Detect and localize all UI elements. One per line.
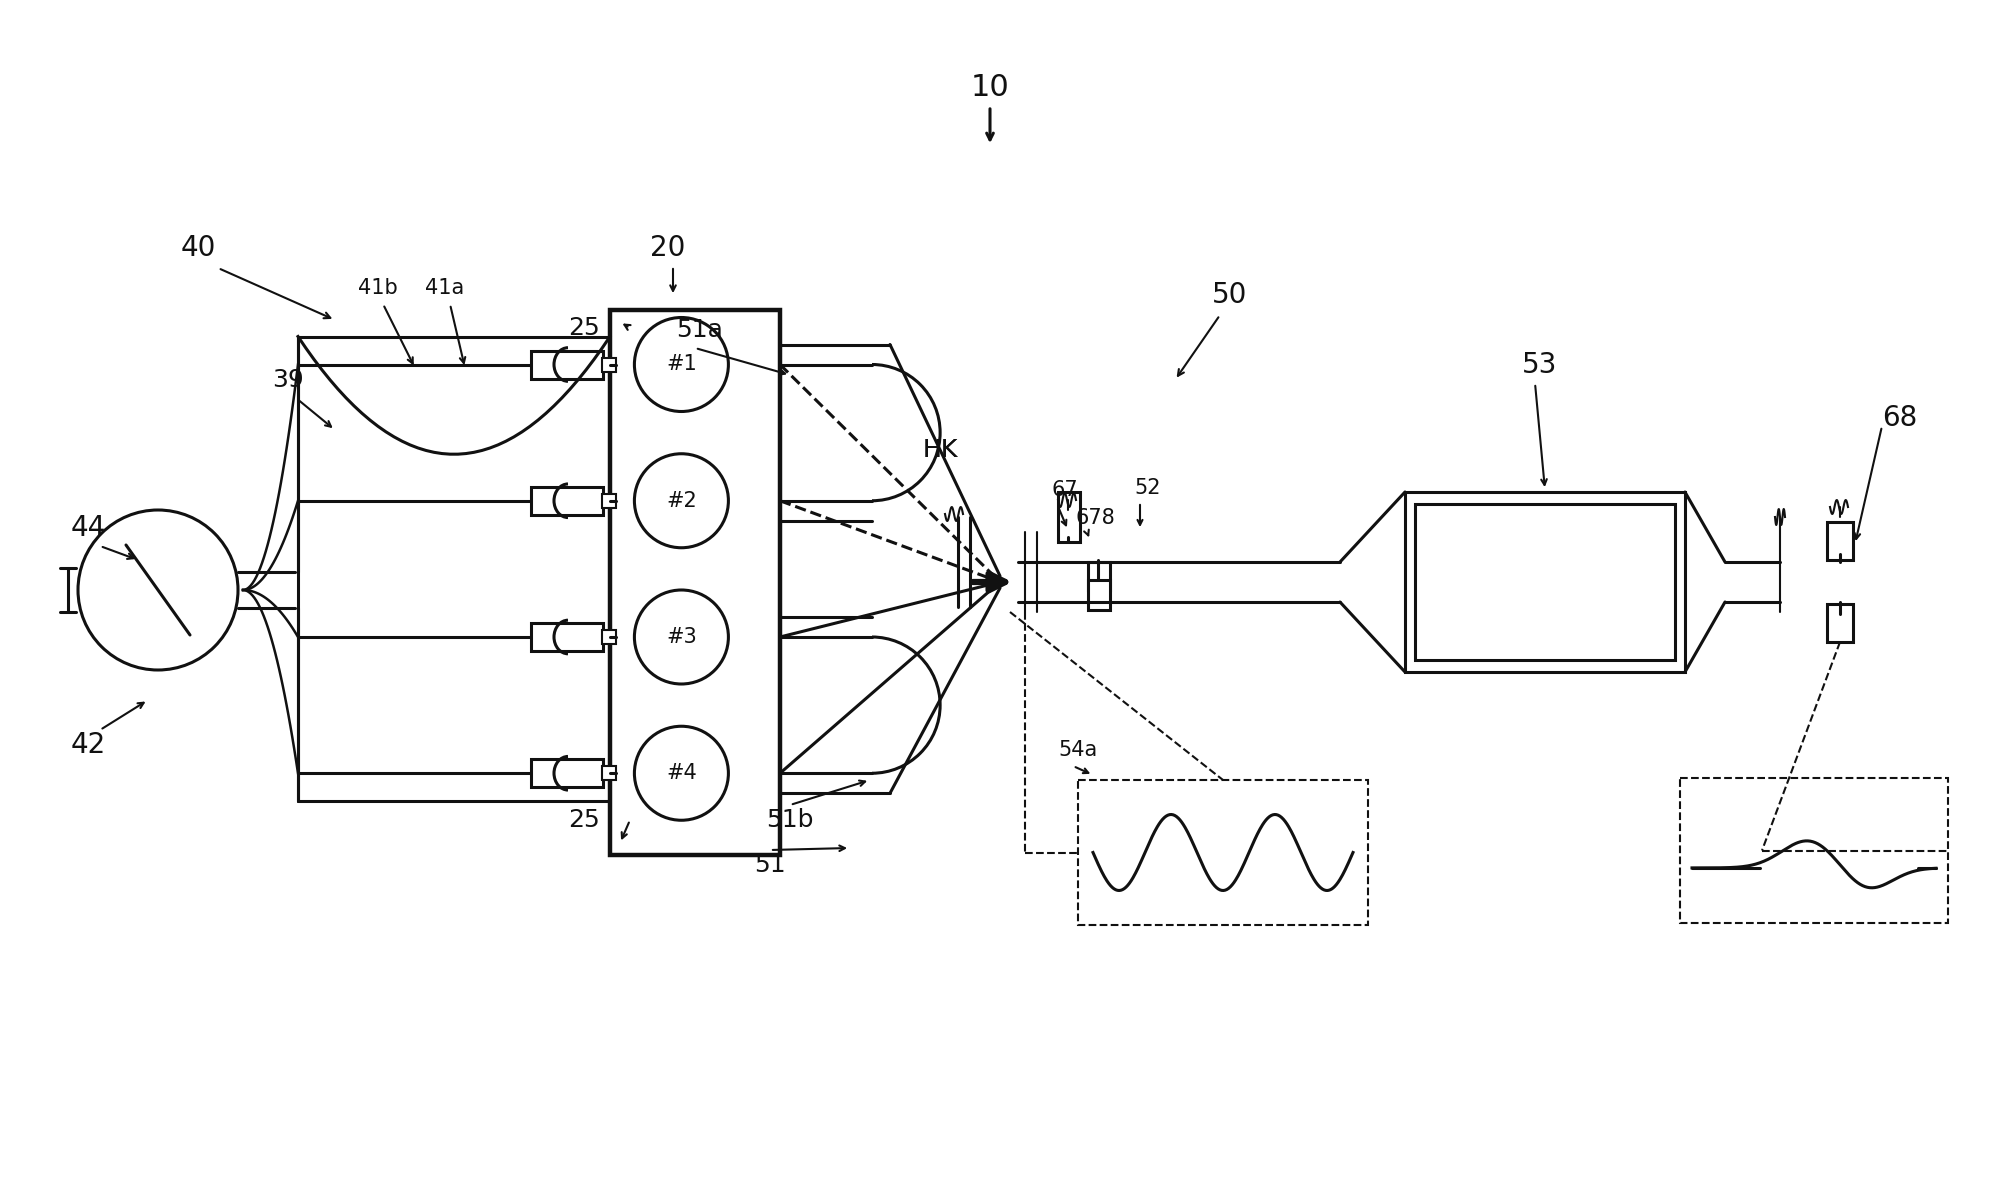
Bar	[532, 760, 604, 787]
Text: #4: #4	[665, 763, 697, 784]
Bar	[1414, 504, 1675, 660]
Text: 51a: 51a	[677, 317, 723, 342]
Text: 44: 44	[70, 514, 106, 542]
Text: 42: 42	[70, 731, 106, 759]
Circle shape	[633, 454, 729, 548]
Text: #1: #1	[665, 354, 697, 375]
Text: 39: 39	[273, 369, 305, 392]
Text: 51b: 51b	[767, 809, 815, 832]
Text: HK: HK	[922, 438, 958, 463]
Bar	[1088, 562, 1110, 590]
Bar	[1827, 604, 1853, 642]
Text: 53: 53	[1522, 351, 1558, 379]
Text: 40: 40	[181, 234, 215, 262]
Text: #2: #2	[665, 491, 697, 511]
Bar	[602, 630, 616, 644]
Bar	[1078, 780, 1369, 925]
Text: 20: 20	[649, 234, 685, 262]
Text: 50: 50	[1213, 281, 1247, 309]
Text: 68: 68	[1882, 404, 1918, 432]
Circle shape	[633, 726, 729, 820]
Text: 25: 25	[568, 316, 600, 340]
Text: 51: 51	[755, 853, 785, 877]
Bar	[1827, 522, 1853, 560]
Bar	[602, 358, 616, 371]
Text: #3: #3	[665, 627, 697, 647]
Text: 25: 25	[568, 809, 600, 832]
Bar	[1679, 778, 1948, 923]
Circle shape	[633, 317, 729, 411]
Bar	[602, 766, 616, 780]
Text: 67: 67	[1052, 480, 1078, 501]
Circle shape	[633, 590, 729, 684]
Bar	[532, 623, 604, 652]
Circle shape	[78, 510, 237, 669]
Text: HK: HK	[922, 438, 958, 463]
Text: 41b: 41b	[359, 278, 398, 298]
Bar	[602, 493, 616, 508]
Bar	[610, 310, 781, 855]
Text: 10: 10	[970, 74, 1010, 102]
Bar	[1088, 580, 1110, 610]
Text: 52: 52	[1135, 478, 1161, 498]
Text: 54a: 54a	[1058, 740, 1098, 760]
Text: 678: 678	[1076, 508, 1116, 528]
Bar	[1058, 492, 1080, 542]
Bar	[1404, 492, 1685, 672]
Bar	[532, 351, 604, 378]
Text: 41a: 41a	[426, 278, 464, 298]
Bar	[532, 486, 604, 515]
